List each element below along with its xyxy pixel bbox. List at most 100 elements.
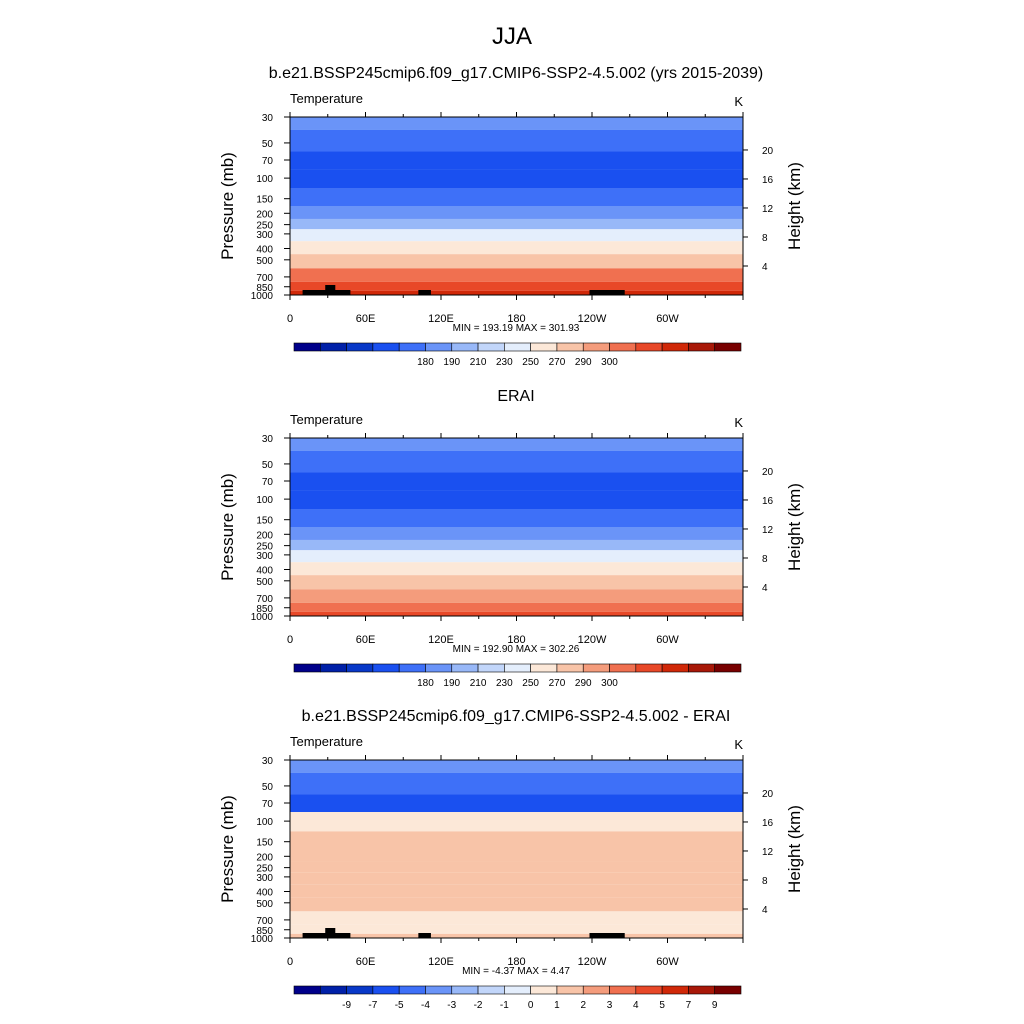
- colorbar-swatch: [661, 985, 689, 995]
- height-tick-label: 4: [762, 583, 768, 594]
- colorbar-swatch: [477, 985, 505, 995]
- x-tick-label: 180: [507, 313, 525, 325]
- colorbar-swatch: [504, 985, 531, 995]
- contour-band: [290, 589, 743, 603]
- colorbar-label: 250: [522, 357, 539, 368]
- field-label: Temperature: [290, 91, 363, 106]
- colorbar-swatch: [293, 663, 321, 673]
- colorbar: 180 190 210 230 250 270 290 300: [293, 342, 742, 368]
- height-tick-label: 4: [762, 905, 768, 916]
- y-tick-label: 50: [262, 460, 274, 471]
- y-tick-label: 100: [256, 495, 273, 506]
- contour-band: [290, 254, 743, 269]
- panel-model: b.e21.BSSP245cmip6.f09_g17.CMIP6-SSP2-4.…: [218, 65, 804, 368]
- colorbar-label: 290: [575, 678, 592, 689]
- colorbar-label: 180: [417, 678, 434, 689]
- contour-band: [290, 933, 743, 938]
- contour-band: [290, 527, 743, 540]
- units-label: K: [734, 415, 743, 430]
- y-tick-label: 150: [256, 838, 273, 849]
- pressure-axis-label: Pressure (mb): [218, 795, 237, 903]
- figure-title: JJA: [492, 23, 532, 50]
- contour-band: [290, 472, 743, 491]
- colorbar-swatch: [425, 985, 453, 995]
- x-tick-label: 120W: [578, 956, 607, 968]
- y-tick-label: 100: [256, 817, 273, 828]
- colorbar-swatch: [451, 985, 479, 995]
- field-label: Temperature: [290, 734, 363, 749]
- y-tick-label: 500: [256, 577, 273, 588]
- colorbar-label: -2: [474, 1000, 483, 1011]
- colorbar-swatch: [346, 985, 374, 995]
- colorbar-label: -9: [342, 1000, 351, 1011]
- panel-difference: b.e21.BSSP245cmip6.f09_g17.CMIP6-SSP2-4.…: [218, 708, 804, 1011]
- x-tick-label: 180: [507, 634, 525, 646]
- colorbar-label: 250: [522, 678, 539, 689]
- y-tick-label: 250: [256, 864, 273, 875]
- contour-band: [290, 772, 743, 795]
- colorbar-label: 300: [601, 678, 618, 689]
- x-tick-label: 180: [507, 956, 525, 968]
- contour-band: [290, 760, 743, 773]
- colorbar-swatch: [582, 663, 610, 673]
- colorbar-swatch: [293, 342, 321, 352]
- height-tick-label: 4: [762, 262, 768, 273]
- colorbar-label: -5: [395, 1000, 404, 1011]
- colorbar-swatch: [714, 342, 742, 352]
- field-label: Temperature: [290, 412, 363, 427]
- contour-band: [290, 562, 743, 576]
- y-tick-label: 70: [262, 799, 274, 810]
- y-tick-label: 70: [262, 156, 274, 167]
- contour-band: [290, 831, 743, 849]
- colorbar-swatch: [688, 663, 716, 673]
- colorbar-label: -7: [368, 1000, 377, 1011]
- x-tick-label: 60W: [656, 634, 679, 646]
- contour-band: [290, 229, 743, 242]
- colorbar-label: -1: [500, 1000, 509, 1011]
- contour-band: [290, 849, 743, 862]
- colorbar-swatch: [398, 342, 426, 352]
- colorbar-swatch: [609, 663, 637, 673]
- y-tick-label: 300: [256, 873, 273, 884]
- colorbar-swatch: [635, 342, 663, 352]
- colorbar-swatch: [530, 985, 558, 995]
- colorbar-swatch: [319, 342, 347, 352]
- colorbar-label: 270: [549, 357, 566, 368]
- y-tick-label: 400: [256, 887, 273, 898]
- topography-mask: [418, 933, 431, 938]
- contour-band: [290, 861, 743, 873]
- contour-band: [290, 129, 743, 152]
- panel-title: b.e21.BSSP245cmip6.f09_g17.CMIP6-SSP2-4.…: [302, 708, 731, 725]
- x-tick-label: 120E: [428, 313, 454, 325]
- y-tick-label: 1000: [251, 612, 274, 623]
- colorbar-swatch: [451, 663, 479, 673]
- colorbar-swatch: [372, 663, 400, 673]
- colorbar-swatch: [504, 663, 531, 673]
- units-label: K: [734, 94, 743, 109]
- y-tick-label: 400: [256, 244, 273, 255]
- height-tick-label: 16: [762, 496, 774, 507]
- colorbar-swatch: [661, 663, 689, 673]
- colorbar-label: 190: [443, 357, 460, 368]
- topography-mask: [302, 933, 338, 938]
- contour-band: [290, 206, 743, 219]
- height-tick-label: 20: [762, 467, 774, 478]
- colorbar: -9 -7 -5 -4 -3 -2 -1 0 1 2 3 4 5 7 9: [293, 985, 742, 1011]
- contour-band: [290, 268, 743, 282]
- colorbar-label: -3: [447, 1000, 456, 1011]
- colorbar-swatch: [556, 663, 584, 673]
- y-tick-label: 850: [256, 926, 273, 937]
- y-tick-label: 700: [256, 273, 273, 284]
- y-tick-label: 300: [256, 551, 273, 562]
- stats-label: MIN = -4.37 MAX = 4.47: [462, 966, 570, 977]
- topography-mask: [325, 928, 336, 933]
- x-tick-label: 120E: [428, 956, 454, 968]
- colorbar-swatch: [714, 985, 742, 995]
- contour-band: [290, 218, 743, 230]
- x-tick-label: 0: [287, 634, 293, 646]
- colorbar-swatch: [530, 342, 558, 352]
- height-tick-label: 12: [762, 204, 774, 215]
